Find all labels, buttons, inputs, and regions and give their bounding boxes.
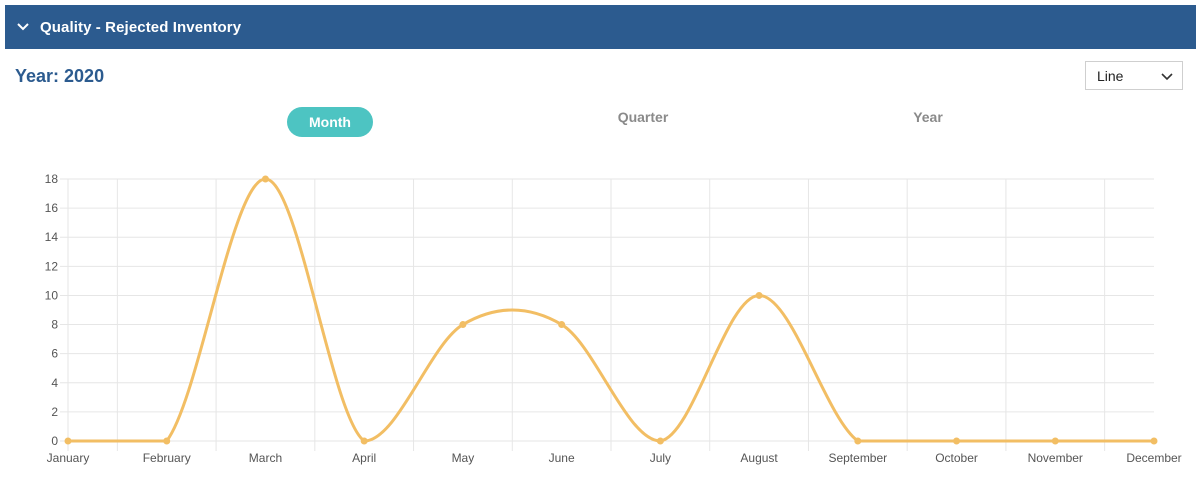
y-tick-label: 6 xyxy=(51,347,58,361)
x-tick-label: September xyxy=(828,451,887,465)
x-axis: January February March April May June July Augu… xyxy=(47,451,1182,465)
data-point xyxy=(854,437,862,445)
y-tick-label: 2 xyxy=(51,405,58,419)
data-point xyxy=(459,321,467,329)
chevron-down-icon xyxy=(1161,68,1173,84)
x-tick-label: December xyxy=(1126,451,1181,465)
y-tick-label: 18 xyxy=(45,172,59,186)
y-axis: 0 2 4 6 8 10 12 14 16 18 xyxy=(45,172,59,448)
x-tick-label: February xyxy=(143,451,191,465)
y-tick-label: 0 xyxy=(51,434,58,448)
data-point xyxy=(1150,437,1158,445)
x-tick-label: March xyxy=(249,451,282,465)
chart-type-select-value: Line xyxy=(1097,67,1124,84)
data-point xyxy=(163,437,171,445)
x-tick-label: August xyxy=(740,451,778,465)
tab-year[interactable]: Year xyxy=(913,109,943,125)
tab-month[interactable]: Month xyxy=(287,107,373,137)
y-tick-label: 10 xyxy=(45,288,59,302)
year-label: Year: 2020 xyxy=(15,66,105,86)
x-tick-label: June xyxy=(549,451,575,465)
y-tick-label: 14 xyxy=(45,230,59,244)
panel-title: Quality - Rejected Inventory xyxy=(40,18,242,36)
data-point xyxy=(558,321,566,329)
data-point xyxy=(360,437,368,445)
y-tick-label: 12 xyxy=(45,259,59,273)
x-tick-label: April xyxy=(352,451,376,465)
y-tick-label: 4 xyxy=(51,376,58,390)
x-tick-label: October xyxy=(935,451,978,465)
data-point xyxy=(953,437,961,445)
x-tick-label: January xyxy=(47,451,90,465)
chevron-down-icon[interactable] xyxy=(14,18,32,36)
panel-header[interactable]: Quality - Rejected Inventory xyxy=(5,5,1196,49)
tab-quarter[interactable]: Quarter xyxy=(617,109,669,125)
line-chart: 0 2 4 6 8 10 12 14 16 18 January February March Apri… xyxy=(45,172,1182,465)
chart-series xyxy=(64,175,1158,445)
x-tick-label: July xyxy=(650,451,671,465)
y-tick-label: 8 xyxy=(51,318,58,332)
data-point xyxy=(755,291,763,299)
x-tick-label: May xyxy=(452,451,475,465)
series-line xyxy=(67,177,1154,443)
data-point xyxy=(261,175,269,183)
data-point xyxy=(656,437,664,445)
x-tick-label: November xyxy=(1028,451,1083,465)
chart-type-select[interactable]: Line xyxy=(1085,61,1183,90)
data-point xyxy=(64,437,72,445)
chart-grid xyxy=(60,178,1154,451)
y-tick-label: 16 xyxy=(45,201,59,215)
data-point xyxy=(1051,437,1059,445)
